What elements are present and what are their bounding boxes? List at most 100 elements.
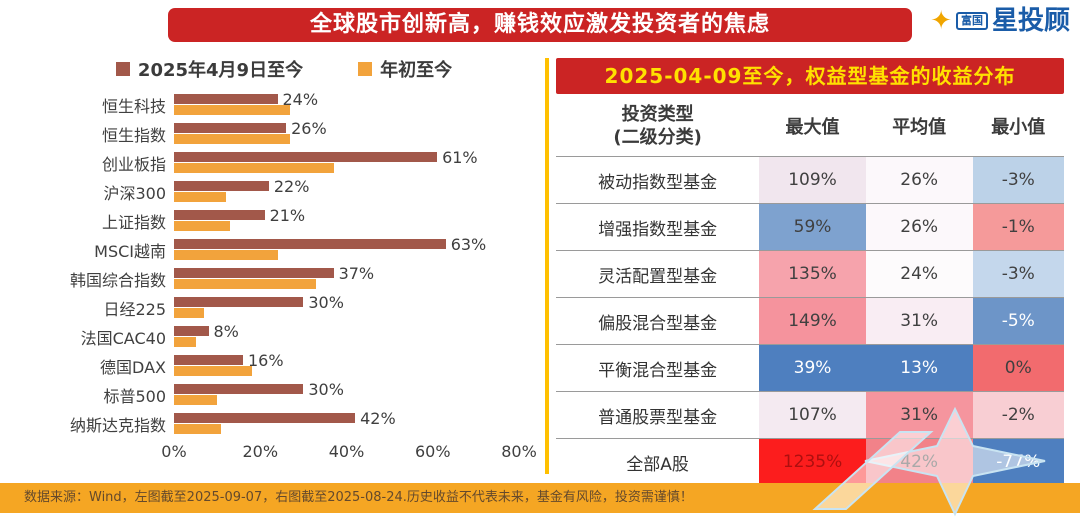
bar-since-april [174,152,438,162]
bar-group: 22% [174,177,519,204]
chart-row: 恒生科技 24% [34,90,534,119]
x-tick-label: 20% [242,442,279,461]
bar-value-label: 30% [308,293,344,312]
bar-ytd [174,424,222,434]
value-cell: 135% [759,250,866,298]
value-cell: 42% [865,438,973,486]
x-tick-label: 40% [328,442,365,461]
x-tick-label: 60% [414,442,451,461]
value-cell: 59% [759,203,866,251]
bar-ytd [174,163,334,173]
bar-value-label: 24% [282,90,319,109]
fund-type-cell: 偏股混合型基金 [556,297,760,345]
value-cell: 109% [759,156,866,204]
category-label: 沪深300 [103,183,166,203]
value-cell: 1235% [759,438,866,486]
panel-title: 2025-04-09至今，权益型基金的收益分布 [556,58,1064,94]
legend-swatch-period [115,62,130,76]
bar-since-april [174,297,304,307]
table-row: 普通股票型基金 107% 31% -2% [556,391,1064,439]
bar-value-label: 21% [269,206,306,225]
brand-main-label: 星投顾 [991,6,1070,36]
category-label: 恒生科技 [101,96,166,116]
bar-since-april [174,384,304,394]
column-header-avg: 平均值 [865,96,973,157]
bar-group: 61% [174,148,519,175]
index-returns-bar-chart: 2025年4月9日至今 年初至今 恒生科技 24% 恒生指数 26% 创业板指 61% 沪深… [34,56,537,464]
column-header-max: 最大值 [759,96,866,157]
bar-group: 37% [174,264,519,291]
bar-group: 16% [174,351,519,378]
value-cell: -77% [972,438,1064,486]
bar-since-april [174,326,209,336]
legend-label-ytd: 年初至今 [380,60,453,81]
fund-returns-panel: 2025-04-09至今，权益型基金的收益分布 投资类型 (二级分类) 最大值 … [556,58,1064,486]
value-cell: 31% [865,391,973,439]
value-cell: 24% [865,250,973,298]
legend-item-ytd: 年初至今 [358,56,452,82]
bar-group: 21% [174,206,519,233]
bar-ytd [174,250,278,260]
table-header: 投资类型 (二级分类) 最大值 平均值 最小值 [556,96,1064,157]
value-cell: -2% [972,391,1064,439]
bar-ytd [174,105,291,115]
category-label: 标普500 [103,386,166,406]
column-header-type: 投资类型 (二级分类) [556,96,760,157]
fund-type-cell: 平衡混合型基金 [556,344,760,392]
category-label: 创业板指 [101,154,166,174]
category-label: 上证指数 [101,212,166,232]
value-cell: 39% [759,344,866,392]
table-row: 增强指数型基金 59% 26% -1% [556,203,1064,251]
value-cell: -1% [972,203,1064,251]
fund-table-body: 被动指数型基金 109% 26% -3% 增强指数型基金 59% 26% -1% 灵活配置型基金… [556,156,1064,486]
bar-group: 63% [174,235,519,262]
chart-row: 标普500 30% [34,380,534,409]
value-cell: -3% [972,156,1064,204]
category-label: 恒生指数 [101,125,166,145]
bar-ytd [174,308,205,318]
x-axis: 0% 20% 40% 60% 80% [161,442,536,464]
bar-value-label: 8% [213,322,239,341]
chart-legend: 2025年4月9日至今 年初至今 [34,56,534,82]
chart-row: 沪深300 22% [34,177,534,206]
value-cell: 149% [759,297,866,345]
bar-value-label: 26% [291,119,327,138]
bar-since-april [174,268,334,278]
bar-value-label: 63% [450,235,487,254]
bar-value-label: 61% [442,148,478,167]
brand-small-label: 富国 [955,11,988,31]
chart-row: 韩国综合指数 37% [34,264,534,293]
column-header-type-line1: 投资类型 [621,103,694,125]
bar-since-april [174,181,269,191]
x-tick-label: 0% [161,442,187,461]
table-row: 全部A股 1235% 42% -77% [556,438,1064,486]
legend-label-period: 2025年4月9日至今 [137,60,304,81]
value-cell: -3% [972,250,1064,298]
table-row: 偏股混合型基金 149% 31% -5% [556,297,1064,345]
bar-value-label: 22% [273,177,310,196]
footer-disclaimer: 数据来源：Wind，左图截至2025-09-07，右图截至2025-08-24.… [0,483,1080,513]
table-row: 被动指数型基金 109% 26% -3% [556,156,1064,204]
chart-row: 创业板指 61% [34,148,534,177]
legend-item-period: 2025年4月9日至今 [115,56,304,82]
category-label: MSCI越南 [94,241,166,261]
bar-ytd [174,337,196,347]
category-label: 日经225 [103,299,166,319]
vertical-divider [545,58,549,474]
bar-since-april [174,413,356,423]
bar-ytd [174,366,252,376]
page-title: 全球股市创新高，赚钱效应激发投资者的焦虑 [168,8,912,42]
chart-row: MSCI越南 63% [34,235,534,264]
value-cell: 31% [865,297,973,345]
fund-type-cell: 普通股票型基金 [556,391,760,439]
bar-group: 30% [174,380,519,407]
value-cell: 26% [865,203,973,251]
value-cell: 0% [972,344,1064,392]
fund-returns-table: 投资类型 (二级分类) 最大值 平均值 最小值 被动指数型基金 109% 26% -3… [556,96,1064,486]
column-header-type-line2: (二级分类) [613,127,702,148]
value-cell: 107% [759,391,866,439]
value-cell: -5% [972,297,1064,345]
bar-since-april [174,239,446,249]
bar-ytd [174,134,291,144]
